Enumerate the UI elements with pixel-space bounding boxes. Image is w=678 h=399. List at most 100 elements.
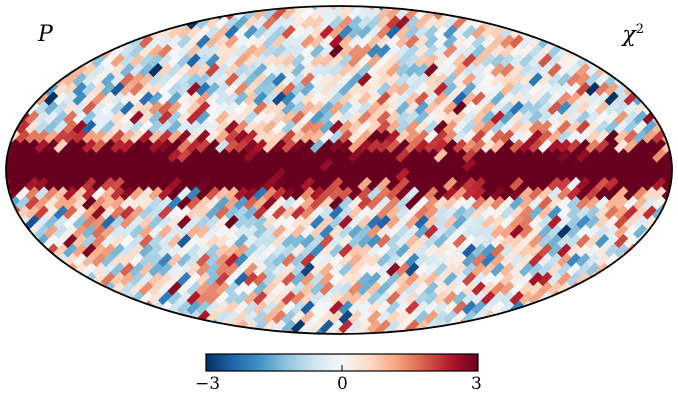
map-pixel [670,110,672,130]
map-pixel [547,6,567,16]
map-pixel [53,24,73,45]
map-pixel [157,6,178,16]
map-pixel [604,281,624,301]
map-pixel [661,309,672,330]
map-pixel [110,6,130,26]
map-pixel [651,43,672,64]
map-pixel [15,271,35,292]
map-pixel [34,62,54,83]
map-pixel [509,6,529,16]
map-pixel [528,6,548,26]
map-pixel [651,62,672,83]
map-pixel [15,309,35,330]
map-pixel [157,328,178,334]
map-pixel [518,6,539,16]
map-pixel [509,328,529,334]
map-pixel [661,243,672,263]
map-pixel [53,281,73,301]
map-pixel [129,309,149,330]
map-pixel [670,224,672,244]
map-pixel [642,6,662,16]
map-pixel [604,328,624,334]
map-pixel [528,328,548,334]
map-pixel [15,6,35,26]
map-pixel [205,6,225,16]
map-pixel [613,6,634,16]
map-pixel [72,290,92,311]
map-pixel [15,281,35,301]
map-pixel [100,290,121,311]
map-pixel [651,81,672,102]
map-pixel [119,15,140,35]
map-pixel [6,186,7,206]
map-pixel [91,24,111,45]
map-pixel [670,100,672,121]
map-pixel [566,15,586,35]
map-pixel [556,24,577,45]
map-pixel [119,6,140,26]
map-pixel [566,290,586,311]
map-pixel [642,319,662,334]
map-pixel [6,290,26,311]
map-pixel [148,6,168,26]
map-pixel [15,53,35,73]
map-pixel [604,300,624,320]
map-pixel [6,224,16,244]
map-pixel [24,72,45,92]
map-pixel [110,319,130,334]
map-pixel [24,6,45,16]
map-pixel [433,328,453,334]
map-pixel [661,300,672,320]
map-pixel [119,309,140,330]
map-pixel [6,252,7,273]
map-pixel [670,309,672,330]
map-pixel [566,300,586,320]
map-pixel [537,15,558,35]
map-pixel [6,100,26,121]
map-pixel [6,252,26,273]
map-pixel [43,271,64,292]
map-pixel [670,195,672,216]
map-pixel [129,319,149,334]
map-pixel [6,290,7,311]
map-pixel [15,72,35,92]
map-pixel [651,15,672,35]
map-pixel [651,34,672,54]
map-pixel [670,290,672,311]
map-pixel [62,290,83,311]
map-pixel [148,319,168,334]
map-pixel [53,309,73,330]
map-pixel [6,15,26,35]
map-pixel [224,328,244,334]
map-pixel [670,81,672,102]
map-pixel [651,224,672,244]
map-pixel [138,319,159,334]
map-pixel [423,328,444,334]
map-pixel [585,319,605,334]
map-pixel [651,319,672,334]
map-pixel [547,15,567,35]
map-pixel [585,300,605,320]
map-pixel [585,281,605,301]
map-pixel [72,24,92,45]
map-pixel [15,233,35,254]
map-pixel [594,328,615,334]
map-pixel [594,300,615,320]
map-pixel [34,271,54,292]
map-pixel [138,6,159,26]
map-pixel [15,43,35,64]
map-pixel [6,300,16,320]
map-pixel [62,43,83,64]
map-pixel [613,53,634,73]
map-pixel [528,15,548,35]
map-pixel [100,328,121,334]
map-pixel [661,81,672,102]
map-pixel [6,72,7,92]
map-pixel [62,300,83,320]
map-pixel [110,300,130,320]
map-pixel [6,6,16,16]
map-pixel [24,271,45,292]
map-pixel [6,224,7,244]
map-label-right: χ2 [622,22,644,47]
map-pixel [43,319,64,334]
